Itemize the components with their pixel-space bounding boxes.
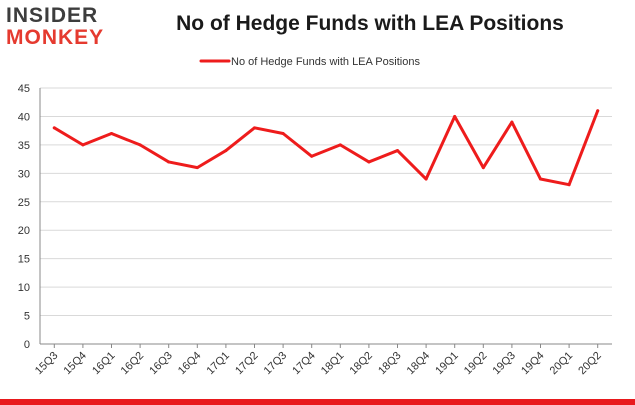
x-tick-label: 17Q4 (290, 350, 318, 378)
logo-text-top: INSIDER (6, 4, 99, 27)
data-point (138, 143, 142, 147)
y-tick-label: 0 (24, 339, 30, 351)
gridlines (40, 87, 612, 317)
x-tick-labels: 15Q3 15Q4 16Q1 16Q2 16Q3 16Q4 17Q1 17Q2 17Q3 17Q4… (33, 350, 604, 378)
x-tick-label: 16Q1 (90, 350, 118, 378)
chart-title: No of Hedge Funds with LEA Positions (176, 12, 564, 35)
data-point (253, 126, 256, 130)
y-tick-labels: 0 5 10 15 20 25 30 35 40 45 (18, 83, 30, 351)
axes (39, 88, 612, 348)
data-point (52, 126, 56, 130)
legend: No of Hedge Funds with LEA Positions (199, 56, 420, 68)
legend-label: No of Hedge Funds with LEA Positions (231, 56, 420, 68)
y-tick-label: 40 (18, 111, 30, 123)
logo-text-bottom: MONKEY (6, 26, 105, 49)
x-tick-label: 15Q3 (33, 350, 61, 378)
x-tick-label: 18Q4 (405, 350, 433, 378)
data-point (281, 132, 285, 136)
data-point (167, 160, 171, 164)
x-tick-label: 20Q1 (548, 350, 576, 378)
data-point (596, 109, 600, 113)
y-tick-label: 30 (18, 168, 30, 180)
data-point (310, 154, 314, 158)
x-tick-label: 17Q1 (204, 350, 232, 378)
data-point (110, 132, 113, 136)
series-line (52, 109, 600, 187)
x-tick-label: 19Q2 (462, 350, 490, 378)
data-point (396, 149, 399, 153)
y-tick-label: 45 (18, 83, 30, 95)
x-tick-label: 16Q4 (176, 350, 204, 378)
data-point (195, 166, 199, 170)
series-lines (52, 109, 600, 187)
data-point (424, 177, 428, 181)
data-point (338, 143, 342, 147)
x-tick-label: 17Q3 (262, 350, 290, 378)
y-tick-label: 15 (18, 254, 30, 266)
x-tick-label: 18Q3 (376, 350, 404, 378)
x-tick-label: 16Q3 (147, 350, 175, 378)
x-tick-label: 18Q1 (319, 350, 347, 378)
data-point (81, 143, 85, 147)
data-point (453, 114, 457, 118)
data-point (510, 120, 514, 124)
y-tick-label: 20 (18, 225, 30, 237)
x-tick-label: 16Q2 (119, 350, 147, 378)
x-tick-label: 18Q2 (347, 350, 375, 378)
x-tick-label: 15Q4 (61, 350, 89, 378)
y-tick-label: 35 (18, 140, 30, 152)
data-point (567, 183, 571, 187)
bottom-accent-bar (0, 399, 635, 405)
x-tick-label: 17Q2 (233, 350, 261, 378)
x-tick-label: 19Q1 (433, 350, 461, 378)
y-tick-label: 25 (18, 197, 30, 209)
x-tick-label: 20Q2 (576, 350, 604, 378)
x-tick-label: 19Q4 (519, 350, 547, 378)
insider-monkey-logo: INSIDER MONKEY (6, 4, 114, 50)
data-point (539, 177, 542, 181)
y-tick-label: 10 (18, 282, 30, 294)
x-tick-label: 19Q3 (490, 350, 518, 378)
y-tick-label: 5 (24, 311, 30, 323)
data-point (224, 149, 228, 153)
data-point (367, 160, 371, 164)
data-point (481, 166, 485, 170)
